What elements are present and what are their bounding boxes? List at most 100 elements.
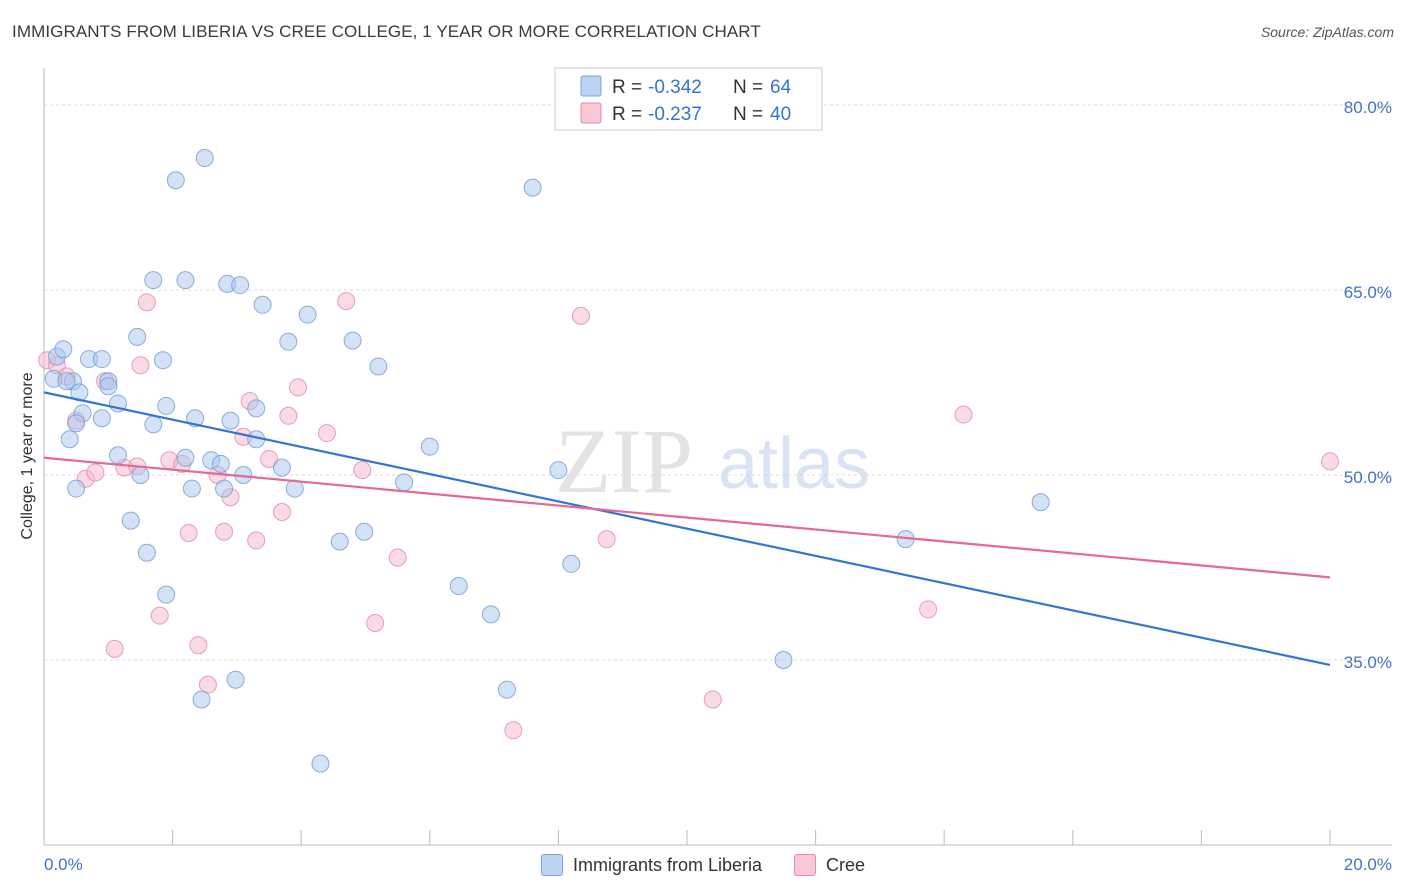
- cree-point: [288, 378, 307, 397]
- cree-point: [279, 406, 298, 425]
- liberia-point: [247, 399, 266, 418]
- liberia-point: [272, 458, 291, 477]
- cree-point: [366, 614, 385, 632]
- axes: [43, 68, 1392, 846]
- liberia-point: [176, 271, 195, 290]
- legend-r-value-1: -0.342: [648, 77, 702, 98]
- liberia-point: [57, 372, 76, 391]
- liberia-point: [420, 437, 439, 456]
- legend-box: R = -0.342 N = 64 R = -0.237 N = 40: [554, 67, 823, 131]
- liberia-point: [221, 411, 240, 430]
- liberia-point: [311, 754, 330, 773]
- legend-item-liberia[interactable]: Immigrants from Liberia: [540, 854, 763, 876]
- cree-point: [189, 636, 208, 655]
- y-tick-label-0: 80.0%: [1344, 98, 1392, 117]
- liberia-point: [395, 473, 414, 492]
- legend-n-label-2: N =: [733, 104, 763, 125]
- legend-swatch-cree: [580, 102, 602, 124]
- gridlines: [44, 104, 1392, 661]
- legend-n-label-1: N =: [733, 77, 763, 98]
- legend-r-value-2: -0.237: [648, 104, 702, 125]
- y-tick-label-3: 35.0%: [1344, 653, 1392, 672]
- bottom-legend: Immigrants from Liberia Cree: [0, 852, 1406, 878]
- cree-point: [919, 600, 938, 619]
- liberia-trend-line: [43, 391, 1331, 667]
- cree-point: [353, 461, 372, 480]
- liberia-point: [99, 377, 118, 396]
- cree-trend-line: [43, 456, 1331, 579]
- cree-point: [150, 606, 169, 625]
- cree-point: [179, 523, 198, 542]
- chart-title: IMMIGRANTS FROM LIBERIA VS CREE COLLEGE,…: [12, 22, 761, 41]
- cree-point: [954, 405, 973, 424]
- liberia-point: [253, 295, 272, 314]
- cree-point: [504, 721, 523, 740]
- cree-point: [198, 675, 217, 694]
- liberia-point: [60, 430, 79, 449]
- liberia-point: [67, 479, 86, 498]
- liberia-point: [355, 522, 374, 541]
- legend-n-value-1: 64: [770, 77, 792, 98]
- legend-r-label-1: R =: [612, 77, 642, 98]
- y-tick-label-2: 50.0%: [1344, 468, 1392, 487]
- liberia-point: [192, 690, 211, 709]
- liberia-point: [144, 271, 163, 290]
- liberia-point: [343, 331, 362, 350]
- cree-point: [1321, 452, 1339, 471]
- legend-label-liberia: Immigrants from Liberia: [572, 854, 763, 875]
- trend-lines: [43, 391, 1331, 667]
- liberia-point: [330, 532, 349, 551]
- x-tick-labels: 0.0% 20.0%: [44, 855, 1392, 874]
- liberia-point: [176, 448, 195, 467]
- legend-r-label-2: R =: [612, 104, 642, 125]
- cree-point: [260, 449, 279, 468]
- cree-point: [272, 503, 291, 521]
- cree-point: [105, 639, 124, 658]
- liberia-points: [44, 149, 1050, 773]
- legend-item-cree[interactable]: Cree: [794, 854, 865, 876]
- legend-n-value-2: 40: [770, 104, 791, 125]
- liberia-point: [54, 340, 73, 359]
- liberia-point: [1031, 493, 1050, 512]
- legend-label-cree: Cree: [826, 854, 866, 875]
- liberia-point: [562, 554, 581, 573]
- legend-swatch-liberia-bottom: [540, 854, 563, 876]
- x-tick-label-1: 20.0%: [1344, 855, 1392, 874]
- liberia-point: [774, 651, 793, 669]
- legend-swatch-liberia: [580, 75, 602, 97]
- liberia-point: [497, 680, 516, 699]
- liberia-point: [211, 454, 230, 473]
- y-axis-title: College, 1 year or more: [19, 372, 36, 539]
- liberia-point: [369, 357, 388, 376]
- cree-point: [597, 530, 616, 549]
- cree-point: [337, 292, 356, 311]
- liberia-point: [108, 446, 127, 465]
- y-tick-label-1: 65.0%: [1344, 283, 1392, 302]
- cree-point: [247, 531, 266, 550]
- cree-point: [571, 306, 590, 325]
- liberia-point: [128, 327, 147, 346]
- cree-point: [131, 356, 150, 375]
- x-tick-label-0: 0.0%: [44, 855, 83, 874]
- watermark-atlas: atlas: [718, 424, 870, 504]
- liberia-point: [67, 414, 86, 433]
- liberia-point: [195, 149, 214, 168]
- liberia-point: [449, 577, 468, 595]
- liberia-point: [182, 479, 201, 498]
- liberia-point: [226, 670, 245, 689]
- liberia-point: [481, 605, 500, 624]
- liberia-point: [157, 585, 176, 604]
- liberia-point: [523, 178, 542, 197]
- liberia-point: [92, 350, 111, 369]
- watermark-zip: ZIP: [555, 410, 693, 512]
- watermark: ZIP atlas: [555, 410, 870, 512]
- liberia-point: [231, 276, 250, 295]
- cree-point: [86, 463, 105, 482]
- liberia-point: [549, 461, 568, 480]
- cree-point: [317, 424, 336, 443]
- liberia-point: [131, 466, 150, 484]
- liberia-point: [157, 396, 176, 415]
- liberia-point: [121, 511, 140, 530]
- liberia-point: [144, 415, 163, 434]
- liberia-point: [137, 543, 156, 562]
